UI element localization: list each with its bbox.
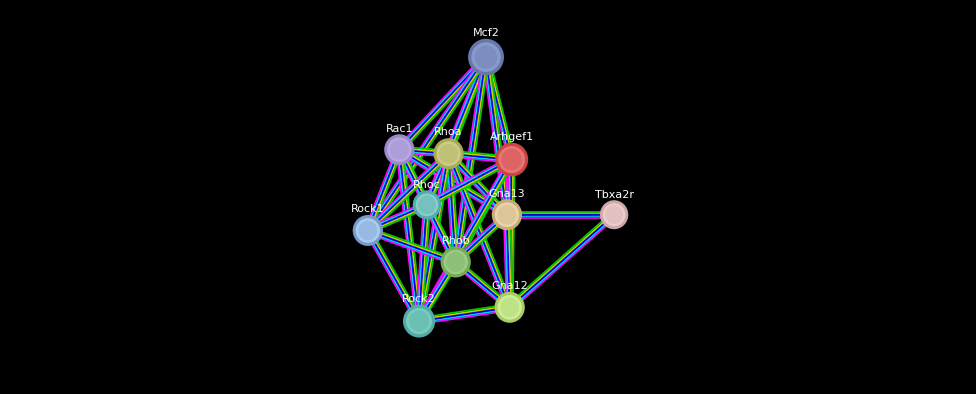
Ellipse shape (495, 292, 525, 323)
Text: Gna12: Gna12 (491, 281, 528, 291)
Ellipse shape (405, 307, 433, 335)
Text: Gna13: Gna13 (489, 189, 525, 199)
Text: Rhob: Rhob (441, 236, 470, 246)
Ellipse shape (439, 144, 458, 164)
Ellipse shape (403, 305, 435, 338)
Ellipse shape (495, 143, 528, 177)
Ellipse shape (474, 45, 497, 69)
Ellipse shape (409, 310, 429, 332)
Ellipse shape (415, 192, 439, 217)
Ellipse shape (352, 215, 383, 246)
Ellipse shape (413, 190, 441, 219)
Ellipse shape (497, 294, 523, 321)
Text: Arhgef1: Arhgef1 (490, 132, 534, 142)
Ellipse shape (389, 140, 409, 160)
Text: Rac1: Rac1 (386, 124, 413, 134)
Ellipse shape (433, 138, 464, 169)
Ellipse shape (440, 247, 470, 277)
Ellipse shape (385, 134, 415, 165)
Ellipse shape (468, 39, 504, 76)
Ellipse shape (605, 206, 623, 224)
Ellipse shape (435, 140, 462, 167)
Ellipse shape (446, 252, 466, 272)
Text: Tbxa2r: Tbxa2r (594, 190, 633, 200)
Text: Rock2: Rock2 (402, 294, 436, 304)
Ellipse shape (497, 145, 526, 174)
Ellipse shape (494, 201, 520, 228)
Ellipse shape (502, 149, 522, 170)
Ellipse shape (498, 205, 516, 225)
Ellipse shape (354, 217, 381, 244)
Text: Mcf2: Mcf2 (472, 28, 500, 38)
Text: Rhoa: Rhoa (434, 128, 463, 138)
Ellipse shape (442, 249, 468, 275)
Ellipse shape (501, 297, 519, 317)
Text: Rhoc: Rhoc (413, 180, 441, 190)
Ellipse shape (470, 41, 502, 73)
Ellipse shape (492, 199, 522, 230)
Ellipse shape (600, 200, 629, 229)
Ellipse shape (601, 202, 627, 227)
Ellipse shape (386, 136, 413, 163)
Text: Rock1: Rock1 (351, 204, 385, 214)
Ellipse shape (358, 221, 378, 240)
Ellipse shape (418, 196, 436, 214)
